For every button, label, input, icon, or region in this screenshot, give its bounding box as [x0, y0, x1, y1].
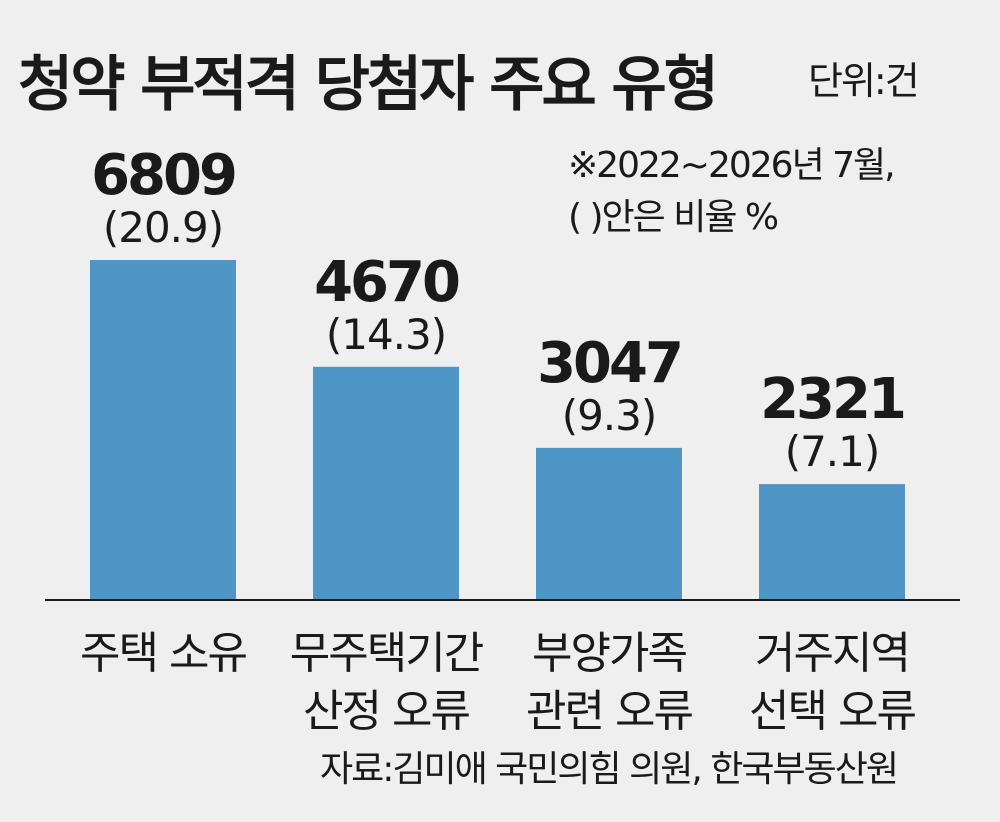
- bar-1: [90, 260, 236, 600]
- value-label-1: 6809: [91, 143, 235, 208]
- percent-label-3: (9.3): [562, 391, 657, 440]
- category-label-1-line-1: 주택 소유: [80, 628, 246, 679]
- unit-label: 단위:건: [808, 59, 920, 103]
- category-label-4-line-2: 선택 오류: [749, 686, 915, 737]
- source-credit: 자료:김미애 국민의힘 의원, 한국부동산원: [320, 749, 899, 790]
- category-label-2-line-2: 산정 오류: [303, 686, 469, 737]
- category-label-3-line-1: 부양가족: [532, 628, 686, 679]
- period-note: ※2022~2026년 7월,: [568, 145, 896, 186]
- value-label-2: 4670: [314, 250, 459, 315]
- percent-label-4: (7.1): [785, 427, 880, 476]
- category-label-4-line-1: 거주지역: [755, 628, 909, 679]
- bar-3: [536, 447, 682, 600]
- percent-label-1: (20.9): [103, 203, 223, 252]
- bar-4: [759, 484, 905, 600]
- category-label-3-line-2: 관련 오류: [526, 686, 692, 737]
- bar-2: [313, 366, 459, 600]
- category-label-2-line-1: 무주택기간: [290, 628, 483, 679]
- chart-title: 청약 부적격 당첨자 주요 유형: [18, 50, 719, 120]
- ratio-note: ( )안은 비율 %: [568, 197, 779, 238]
- value-label-3: 3047: [537, 331, 681, 396]
- percent-label-2: (14.3): [326, 310, 446, 359]
- value-label-4: 2321: [760, 367, 904, 432]
